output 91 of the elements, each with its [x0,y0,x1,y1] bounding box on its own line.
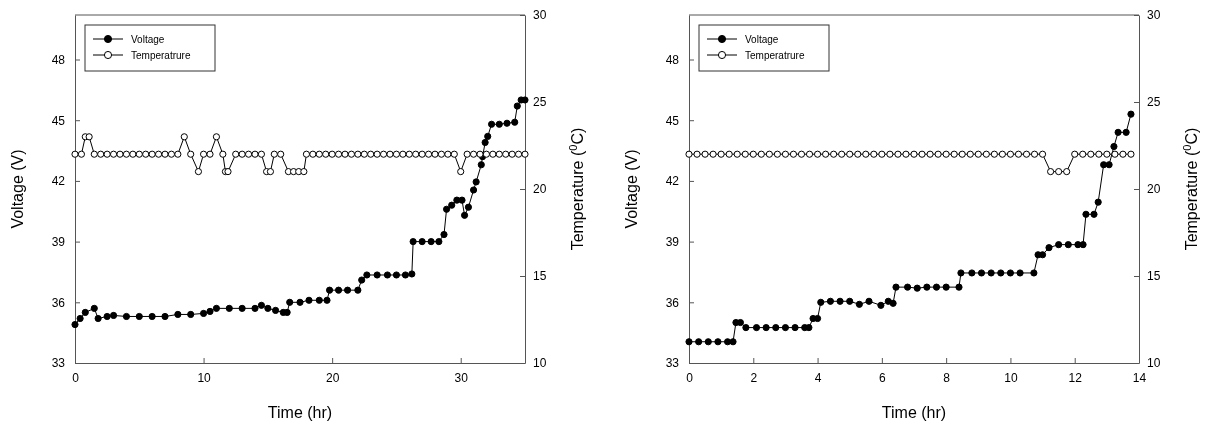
point [685,338,693,346]
point [817,298,825,306]
x-tick-label: 0 [686,370,694,385]
x-tick-label: 30 [454,370,469,385]
y-tick-label: 48 [665,52,680,67]
point [704,338,712,346]
y-tick-label: 42 [665,174,680,189]
point [957,269,965,277]
y-tick-label: 39 [665,234,680,249]
point [762,324,770,332]
point [781,324,790,332]
point [997,269,1005,277]
point [1030,269,1038,277]
y2-tick-label: 10 [533,356,547,371]
x-tick-label: 12 [1068,370,1083,385]
point [955,283,963,291]
x-tick-label: 10 [197,370,212,385]
point [752,324,761,332]
point [729,338,737,346]
x-tick-label: 2 [750,370,758,385]
point [913,284,921,292]
point [942,283,950,291]
y-tick-label: 33 [665,356,680,371]
point [1100,161,1108,169]
point [877,301,885,309]
point [1079,241,1087,249]
point [772,324,780,332]
y2-tick-label: 30 [533,8,547,23]
point [791,324,799,332]
point [855,300,863,308]
y-tick-label: 45 [665,113,680,128]
point [923,283,931,291]
point [1127,110,1135,118]
legend-label: Temperatrure [131,50,191,61]
x-tick-label: 0 [72,370,80,385]
x-tick-label: 10 [1004,370,1018,385]
x-tick-label: 4 [814,370,822,385]
y2-tick-label: 25 [1147,95,1161,110]
point [987,269,995,277]
y2-tick-label: 15 [1147,269,1161,284]
point [826,297,835,305]
x-tick-label: 8 [943,370,951,385]
point [723,338,732,346]
point [1110,142,1118,151]
y2-tick-label: 15 [533,269,547,284]
point [892,283,900,291]
legend-label: Temperatrure [745,50,805,61]
point [1082,210,1090,218]
point [1105,161,1113,169]
y2-tick-label: 20 [1147,182,1161,197]
x-axis-title: Time (hr) [267,404,333,421]
point [846,297,854,305]
point [903,283,912,291]
y2-tick-label: 20 [533,182,547,197]
point [865,297,873,305]
x-axis-title: Time (hr) [881,404,947,421]
point [1016,269,1024,277]
y-tick-label: 33 [51,356,66,371]
point [836,297,844,305]
point [932,283,941,291]
point [742,324,750,332]
point [714,338,722,346]
point [968,269,976,277]
point [1064,241,1072,249]
point [1094,198,1102,206]
x-tick-label: 6 [879,370,887,385]
point [1090,210,1098,218]
legend-label: Voltage [745,34,779,45]
y-tick-label: 36 [665,295,680,310]
point [1114,128,1122,136]
point [1055,241,1063,249]
y-tick-label: 48 [51,52,66,67]
point [805,324,813,332]
point [1045,244,1053,252]
x-tick-label: 20 [325,370,340,385]
y-tick-label: 36 [51,295,66,310]
point [1006,269,1015,277]
y-tick-label: 39 [51,234,66,249]
y-axis-title: Voltage (V) [9,149,26,229]
y2-tick-label: 30 [1147,8,1161,23]
y2-tick-label: 25 [533,95,547,110]
point [695,338,703,346]
y-tick-label: 42 [51,174,66,189]
y-axis-title: Voltage (V) [623,149,640,229]
y2-tick-label: 10 [1147,356,1161,371]
y-tick-label: 45 [51,113,66,128]
legend-label: Voltage [131,34,165,45]
point [1122,128,1130,136]
point [889,299,897,307]
point [977,269,986,277]
x-tick-label: 14 [1132,370,1147,385]
